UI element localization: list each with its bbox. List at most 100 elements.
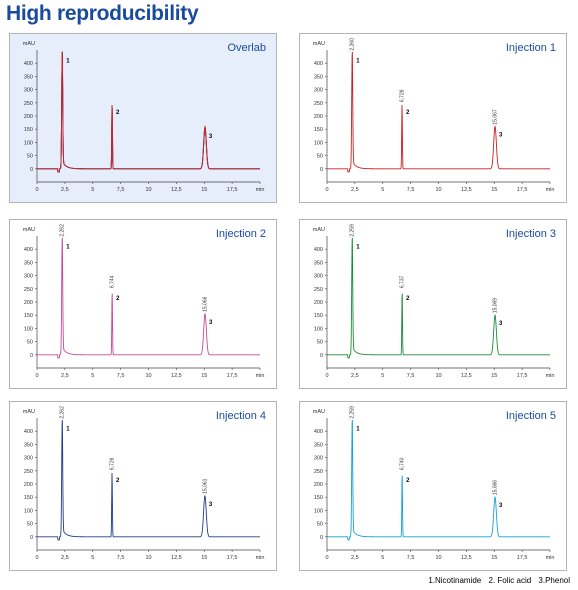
y-tick-label: 400 (24, 429, 33, 435)
x-tick-label: 2,5 (351, 373, 359, 379)
x-tick-label: 17,5 (227, 187, 238, 193)
x-tick-label: 17,5 (517, 555, 528, 561)
retention-time-label: 6,726 (110, 457, 116, 470)
x-tick-label: 5 (91, 373, 94, 379)
peak-legend-item: 3.Phenol (538, 576, 570, 585)
peak-number-label: 2 (406, 478, 410, 484)
x-tick-label: 15 (491, 373, 497, 379)
chromatogram-trace (327, 237, 550, 359)
y-tick-label: 250 (24, 101, 33, 107)
peak-number-label: 3 (209, 134, 213, 140)
y-tick-label: 350 (24, 260, 33, 266)
retention-time-label: 2,262 (60, 224, 66, 237)
x-tick-label: 15 (491, 555, 497, 561)
x-tick-label: 17,5 (517, 187, 528, 193)
x-tick-label: 12,5 (171, 555, 182, 561)
x-tick-label: 17,5 (227, 555, 238, 561)
x-tick-label: 10 (435, 555, 441, 561)
y-tick-label: 250 (314, 101, 323, 107)
retention-time-label: 2,262 (60, 406, 66, 419)
x-tick-label: min (256, 373, 265, 379)
chromatogram-trace (37, 237, 260, 359)
chart-title: Overlab (227, 42, 266, 54)
y-axis-label: mAU (23, 227, 35, 233)
x-tick-label: min (546, 187, 555, 193)
y-tick-label: 150 (314, 495, 323, 501)
x-tick-label: 7,5 (117, 555, 125, 561)
y-tick-label: 100 (24, 140, 33, 146)
peak-number-label: 3 (499, 503, 503, 509)
chart-panel-injection-5: Injection 5 mAU 0 50 100 150 200 250 300 350 400 0… (299, 401, 567, 571)
y-tick-label: 150 (24, 495, 33, 501)
y-axis-label: mAU (23, 409, 35, 415)
y-tick-label: 50 (27, 154, 33, 160)
x-tick-label: 5 (91, 187, 94, 193)
retention-time-label: 2,259 (350, 224, 356, 237)
y-tick-label: 300 (314, 88, 323, 94)
y-tick-label: 200 (314, 114, 323, 120)
retention-time-label: 15,069 (493, 298, 499, 314)
x-tick-label: 2,5 (61, 555, 69, 561)
x-tick-label: min (546, 373, 555, 379)
retention-time-label: 6,737 (400, 275, 406, 288)
x-tick-label: 15 (201, 555, 207, 561)
peak-number-label: 1 (356, 245, 360, 251)
chart-panel-injection-1: Injection 1 mAU 0 50 100 150 200 250 300 350 400 0… (299, 33, 567, 203)
peak-number-label: 3 (209, 320, 213, 326)
retention-time-label: 15,061 (202, 478, 208, 494)
x-tick-label: 10 (145, 187, 151, 193)
x-tick-label: 10 (435, 373, 441, 379)
x-tick-label: 0 (325, 187, 328, 193)
chromatogram-trace (37, 51, 260, 173)
y-axis-label: mAU (313, 41, 325, 47)
y-tick-label: 350 (314, 260, 323, 266)
x-tick-label: 0 (35, 187, 38, 193)
chromatogram-trace (37, 51, 260, 173)
x-tick-label: 10 (435, 187, 441, 193)
chart-panel-injection-2: Injection 2 mAU 0 50 100 150 200 250 300 350 400 0… (9, 219, 277, 389)
peak-number-label: 1 (356, 59, 360, 65)
peak-number-label: 3 (499, 321, 503, 327)
y-tick-label: 400 (314, 429, 323, 435)
y-tick-label: 400 (314, 61, 323, 67)
x-tick-label: 12,5 (461, 187, 472, 193)
x-tick-label: 5 (91, 555, 94, 561)
peak-legend: 1.Nicotinamide 2. Folic acid 3.Phenol (423, 576, 570, 585)
y-tick-label: 100 (314, 140, 323, 146)
x-tick-label: 2,5 (61, 373, 69, 379)
chromatogram-trace (37, 51, 260, 173)
y-tick-label: 50 (317, 522, 323, 528)
peak-number-label: 1 (66, 245, 70, 251)
x-tick-label: 15 (491, 187, 497, 193)
chromatogram-trace (37, 51, 260, 173)
y-tick-label: 200 (24, 114, 33, 120)
y-tick-label: 100 (314, 508, 323, 514)
chart-title: Injection 1 (505, 42, 556, 54)
x-tick-label: 10 (145, 373, 151, 379)
retention-time-label: 6,744 (110, 275, 116, 288)
x-tick-label: 7,5 (117, 373, 125, 379)
y-tick-label: 150 (314, 127, 323, 133)
y-tick-label: 350 (24, 442, 33, 448)
y-tick-label: 100 (24, 326, 33, 332)
y-tick-label: 0 (320, 535, 323, 541)
peak-number-label: 2 (116, 110, 120, 116)
x-tick-label: 17,5 (227, 373, 238, 379)
x-tick-label: 15 (201, 187, 207, 193)
y-tick-label: 0 (320, 353, 323, 359)
x-tick-label: 2,5 (351, 187, 359, 193)
peak-number-label: 2 (406, 110, 410, 116)
peak-number-label: 3 (499, 133, 503, 139)
chromatogram-overlay: mAU 0 50 100 150 200 250 300 350 400 0 2,5 5 7,5 10 12,… (23, 41, 265, 193)
retention-time-label: 15,066 (493, 480, 499, 496)
retention-time-label: 2,259 (350, 406, 356, 419)
y-tick-label: 200 (24, 482, 33, 488)
peak-number-label: 2 (116, 296, 120, 302)
y-tick-label: 150 (314, 313, 323, 319)
chart-title: Injection 4 (215, 410, 266, 422)
retention-time-label: 2,260 (350, 38, 356, 51)
y-tick-label: 250 (314, 469, 323, 475)
y-tick-label: 350 (314, 74, 323, 80)
x-tick-label: 17,5 (517, 373, 528, 379)
